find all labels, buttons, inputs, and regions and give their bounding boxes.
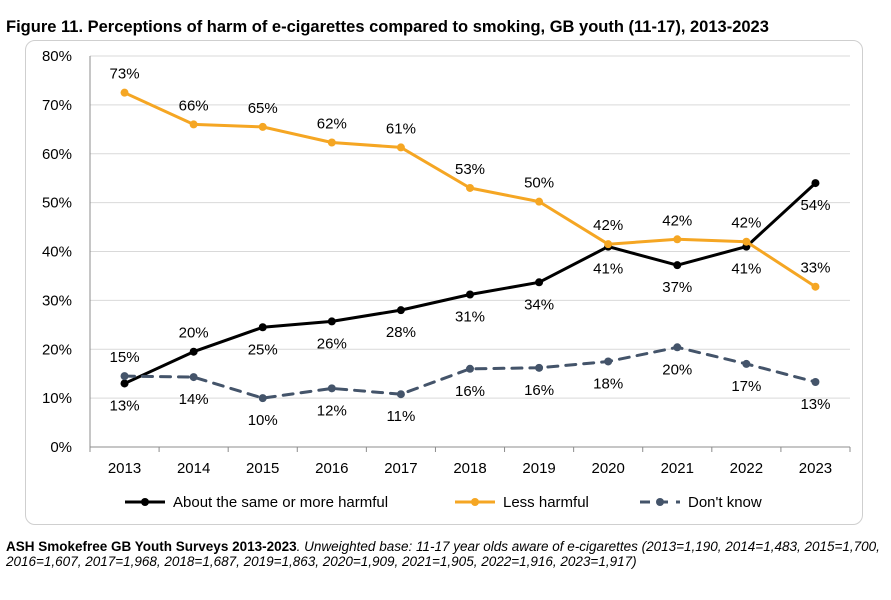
data-point — [673, 343, 682, 352]
data-label: 26% — [317, 335, 347, 352]
x-tick-label: 2020 — [591, 460, 624, 477]
data-label: 65% — [248, 100, 278, 117]
data-label: 50% — [524, 175, 554, 192]
data-label: 53% — [455, 161, 485, 178]
series-line — [123, 181, 817, 385]
data-point — [258, 323, 267, 332]
data-label: 12% — [317, 402, 347, 419]
y-tick-label: 0% — [50, 439, 72, 456]
chart-frame — [25, 40, 863, 525]
data-point — [811, 282, 820, 291]
data-label: 62% — [317, 116, 347, 133]
x-tick-label: 2013 — [108, 460, 141, 477]
data-label: 17% — [731, 378, 761, 395]
data-label: 14% — [179, 391, 209, 408]
legend-label: Less harmful — [503, 494, 589, 511]
legend-label: About the same or more harmful — [173, 494, 388, 511]
x-tick-label: 2022 — [730, 460, 763, 477]
line-chart: 0% 10% 20% 30% 40% 50% 60% 70% 80% 2013 2014 2015 20… — [42, 48, 851, 511]
data-label: 61% — [386, 120, 416, 137]
data-label: 66% — [179, 97, 209, 114]
data-label: 25% — [248, 341, 278, 358]
data-point — [189, 373, 198, 382]
data-point — [466, 290, 474, 299]
data-label: 37% — [662, 279, 692, 296]
data-label: 34% — [524, 296, 554, 313]
data-label: 18% — [593, 375, 623, 392]
data-label: 42% — [593, 217, 623, 234]
data-point — [258, 394, 267, 403]
x-tick-label: 2016 — [315, 460, 348, 477]
data-point — [604, 357, 613, 366]
data-point — [120, 379, 129, 388]
y-tick-label: 40% — [42, 244, 72, 261]
data-label: 16% — [524, 382, 554, 399]
x-tick-label: 2017 — [384, 460, 417, 477]
data-point — [189, 347, 198, 356]
source-name: ASH Smokefree GB Youth Surveys 2013-2023 — [6, 539, 297, 554]
data-point — [189, 120, 198, 129]
data-point — [742, 359, 751, 368]
data-label: 13% — [800, 396, 830, 413]
data-label: 16% — [455, 383, 485, 400]
data-label: 20% — [179, 325, 209, 342]
data-label: 73% — [110, 66, 140, 83]
legend-label: Don't know — [688, 494, 762, 511]
data-label: 41% — [731, 261, 761, 278]
data-point — [466, 183, 474, 192]
source-details: . Unweighted base: 11-17 year olds aware… — [6, 539, 880, 569]
legend-marker — [471, 498, 479, 506]
y-tick-label: 60% — [42, 146, 72, 163]
data-point — [120, 372, 129, 381]
data-point — [811, 179, 820, 188]
data-label: 20% — [662, 361, 692, 378]
data-label: 13% — [110, 397, 140, 414]
y-tick-label: 50% — [42, 195, 72, 212]
data-point — [327, 138, 336, 147]
data-point — [258, 122, 267, 131]
data-point — [535, 197, 544, 206]
x-tick-label: 2019 — [522, 460, 555, 477]
data-point — [811, 377, 820, 386]
data-label: 31% — [455, 309, 485, 326]
data-point — [327, 317, 336, 326]
x-tick-label: 2021 — [661, 460, 694, 477]
data-point — [396, 143, 405, 152]
series-line — [123, 345, 817, 400]
source-note: ASH Smokefree GB Youth Surveys 2013-2023… — [6, 539, 884, 569]
data-label: 10% — [248, 412, 278, 429]
data-label: 28% — [386, 324, 416, 341]
x-tick-label: 2015 — [246, 460, 279, 477]
data-label: 15% — [110, 349, 140, 366]
data-point — [396, 306, 405, 315]
data-point — [535, 278, 544, 287]
data-label: 11% — [386, 408, 415, 425]
data-label: 33% — [800, 260, 830, 277]
x-tick-label: 2014 — [177, 460, 210, 477]
data-label: 54% — [800, 197, 830, 214]
data-point — [604, 240, 613, 249]
data-point — [396, 390, 405, 399]
data-label: 42% — [662, 212, 692, 229]
data-point — [673, 235, 682, 244]
y-tick-label: 70% — [42, 97, 72, 114]
data-point — [120, 88, 129, 97]
y-tick-label: 80% — [42, 48, 72, 65]
chart-title: Figure 11. Perceptions of harm of e-ciga… — [6, 18, 769, 36]
data-label: 41% — [593, 261, 623, 278]
data-point — [466, 364, 474, 373]
data-point — [673, 261, 682, 270]
x-tick-label: 2018 — [453, 460, 486, 477]
data-point — [327, 384, 336, 393]
data-label: 42% — [731, 215, 761, 232]
data-point — [742, 237, 751, 246]
legend-marker — [656, 498, 664, 506]
data-point — [535, 363, 544, 372]
x-tick-label: 2023 — [799, 460, 832, 477]
y-tick-label: 20% — [42, 341, 72, 358]
y-tick-label: 10% — [42, 390, 72, 407]
y-tick-label: 30% — [42, 292, 72, 309]
legend-marker — [141, 498, 149, 506]
